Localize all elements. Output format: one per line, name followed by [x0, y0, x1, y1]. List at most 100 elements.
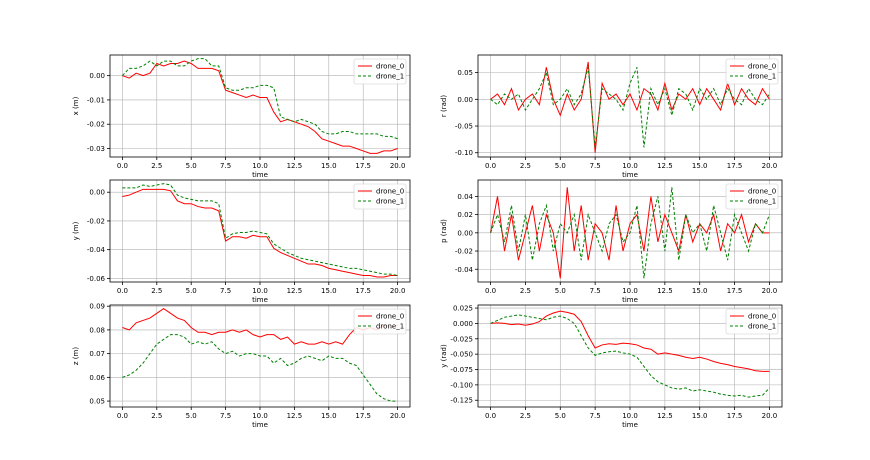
x-tick-label: 12.5: [657, 412, 673, 420]
y-tick-label: 0.05: [457, 69, 473, 77]
x-tick-label: 7.5: [220, 412, 231, 420]
legend-label-drone_1: drone_1: [376, 198, 404, 206]
x-tick-label: 17.5: [355, 162, 371, 170]
x-tick-label: 20.0: [390, 162, 406, 170]
series-line-drone_0: [122, 60, 398, 154]
legend-label-drone_0: drone_0: [748, 63, 776, 71]
y-tick-label: -0.02: [87, 121, 105, 129]
chart-panel-1: 0.0 2.5 5.0 7.5 10.0 12.5 15.0 17.5 20.0 0.05 0.00…: [440, 54, 783, 179]
x-axis-label: time: [622, 421, 638, 429]
y-tick-label: 0.00: [457, 96, 473, 104]
x-tick-label: 12.5: [287, 162, 303, 170]
x-tick-label: 5.0: [186, 412, 197, 420]
y-tick-label: 0.00: [89, 72, 105, 80]
x-tick-label: 10.0: [622, 412, 638, 420]
x-axis-label: time: [252, 171, 268, 179]
x-tick-label: 2.5: [520, 287, 531, 295]
series-line-drone_1: [490, 314, 770, 398]
x-tick-label: 12.5: [657, 287, 673, 295]
x-tick-label: 15.0: [692, 287, 708, 295]
x-tick-label: 0.0: [485, 412, 496, 420]
y-tick-label: -0.100: [450, 381, 473, 389]
x-tick-label: 2.5: [151, 162, 162, 170]
series-line-drone_1: [122, 58, 398, 140]
y-tick-label: -0.04: [87, 246, 106, 254]
y-tick-label: 0.04: [457, 193, 473, 201]
x-tick-label: 2.5: [151, 412, 162, 420]
y-tick-label: -0.06: [87, 275, 106, 283]
legend: drone_0 drone_1: [725, 58, 779, 85]
x-tick-label: 15.0: [692, 162, 708, 170]
x-tick-label: 7.5: [590, 162, 601, 170]
y-axis-label: y (rad): [440, 344, 448, 368]
chart-panel-4: 0.0 2.5 5.0 7.5 10.0 12.5 15.0 17.5 20.0 0.09 0.08…: [72, 303, 411, 429]
x-tick-label: 0.0: [117, 412, 128, 420]
x-tick-label: 5.0: [186, 162, 197, 170]
series-line-drone_0: [122, 307, 398, 345]
x-tick-label: 12.5: [287, 412, 303, 420]
x-tick-label: 5.0: [555, 162, 566, 170]
legend-box: [725, 308, 779, 335]
legend: drone_0 drone_1: [725, 183, 779, 210]
legend-label-drone_1: drone_1: [748, 323, 776, 331]
x-tick-label: 20.0: [762, 287, 778, 295]
legend: drone_0 drone_1: [353, 58, 407, 85]
legend-box: [353, 308, 407, 335]
y-tick-label: -0.01: [87, 96, 105, 104]
x-tick-label: 17.5: [727, 412, 743, 420]
x-tick-label: 7.5: [590, 412, 601, 420]
legend-label-drone_0: drone_0: [748, 188, 776, 196]
x-tick-label: 10.0: [622, 162, 638, 170]
y-tick-label: -0.02: [455, 248, 473, 256]
y-tick-label: 0.00: [89, 189, 105, 197]
x-tick-label: 5.0: [186, 287, 197, 295]
y-tick-label: 0.02: [457, 211, 473, 219]
chart-panel-3: 0.0 2.5 5.0 7.5 10.0 12.5 15.0 17.5 20.0 0.04 0.02…: [440, 179, 783, 304]
legend-label-drone_1: drone_1: [748, 73, 776, 81]
x-tick-label: 20.0: [762, 162, 778, 170]
y-tick-label: 0.000: [453, 320, 473, 328]
x-tick-label: 12.5: [657, 162, 673, 170]
x-tick-label: 10.0: [252, 287, 268, 295]
y-tick-label: 0.00: [457, 229, 473, 237]
x-tick-label: 15.0: [692, 412, 708, 420]
x-tick-label: 10.0: [252, 162, 268, 170]
x-tick-label: 0.0: [485, 287, 496, 295]
y-tick-label: -0.125: [450, 397, 473, 405]
x-tick-label: 15.0: [321, 162, 337, 170]
x-tick-label: 10.0: [252, 412, 268, 420]
legend-box: [353, 183, 407, 210]
y-tick-label: -0.05: [455, 123, 473, 131]
y-tick-label: 0.05: [89, 398, 105, 406]
x-axis-label: time: [252, 421, 268, 429]
series-line-drone_0: [490, 61, 770, 153]
x-tick-label: 5.0: [555, 287, 566, 295]
x-tick-label: 2.5: [151, 287, 162, 295]
y-axis-label: y (m): [72, 221, 80, 240]
y-tick-label: -0.050: [450, 351, 473, 359]
x-tick-label: 7.5: [220, 162, 231, 170]
x-tick-label: 12.5: [287, 287, 303, 295]
legend-label-drone_0: drone_0: [376, 63, 404, 71]
series-line-drone_1: [122, 334, 398, 402]
x-tick-label: 0.0: [485, 162, 496, 170]
x-tick-label: 7.5: [590, 287, 601, 295]
chart-panel-5: 0.0 2.5 5.0 7.5 10.0 12.5 15.0 17.5 20.0 0.025 0.0…: [440, 305, 783, 429]
series-line-drone_0: [122, 188, 398, 278]
x-tick-label: 5.0: [555, 412, 566, 420]
series-line-drone_1: [490, 187, 770, 279]
x-axis-label: time: [622, 171, 638, 179]
series-line-drone_0: [490, 310, 770, 372]
y-axis-label: z (m): [72, 347, 80, 365]
x-axis-label: time: [252, 296, 268, 304]
x-tick-label: 10.0: [622, 287, 638, 295]
chart-panel-0: 0.0 2.5 5.0 7.5 10.0 12.5 15.0 17.5 20.0 0.00 -0.0…: [72, 54, 411, 179]
x-tick-label: 17.5: [727, 287, 743, 295]
x-tick-label: 17.5: [355, 412, 371, 420]
x-tick-label: 17.5: [727, 162, 743, 170]
chart-panel-2: 0.0 2.5 5.0 7.5 10.0 12.5 15.0 17.5 20.0 0.00 -0.0…: [72, 179, 411, 304]
x-tick-label: 15.0: [321, 412, 337, 420]
y-axis-label: x (m): [72, 96, 80, 115]
x-tick-label: 17.5: [355, 287, 371, 295]
